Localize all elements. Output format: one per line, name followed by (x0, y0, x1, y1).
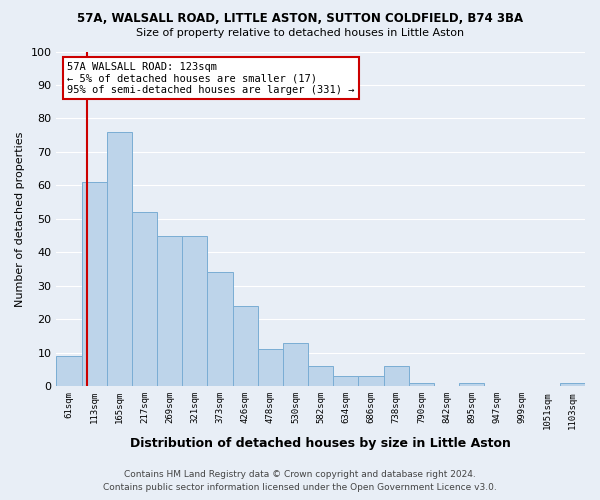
Bar (409, 383, 434, 386)
Bar (283, 342, 308, 386)
Bar (459, 383, 484, 386)
X-axis label: Distribution of detached houses by size in Little Aston: Distribution of detached houses by size … (130, 437, 511, 450)
Y-axis label: Number of detached properties: Number of detached properties (15, 131, 25, 306)
Bar (383, 366, 409, 386)
Bar (132, 212, 157, 386)
Bar (208, 272, 233, 386)
Bar (107, 132, 132, 386)
Bar (358, 376, 383, 386)
Bar (82, 182, 107, 386)
Bar (308, 366, 333, 386)
Text: 57A, WALSALL ROAD, LITTLE ASTON, SUTTON COLDFIELD, B74 3BA: 57A, WALSALL ROAD, LITTLE ASTON, SUTTON … (77, 12, 523, 26)
Text: Contains HM Land Registry data © Crown copyright and database right 2024.
Contai: Contains HM Land Registry data © Crown c… (103, 470, 497, 492)
Bar (258, 350, 283, 386)
Text: 57A WALSALL ROAD: 123sqm
← 5% of detached houses are smaller (17)
95% of semi-de: 57A WALSALL ROAD: 123sqm ← 5% of detache… (67, 62, 355, 94)
Bar (233, 306, 258, 386)
Bar (560, 383, 585, 386)
Bar (182, 236, 208, 386)
Text: Size of property relative to detached houses in Little Aston: Size of property relative to detached ho… (136, 28, 464, 38)
Bar (157, 236, 182, 386)
Bar (333, 376, 358, 386)
Bar (56, 356, 82, 386)
